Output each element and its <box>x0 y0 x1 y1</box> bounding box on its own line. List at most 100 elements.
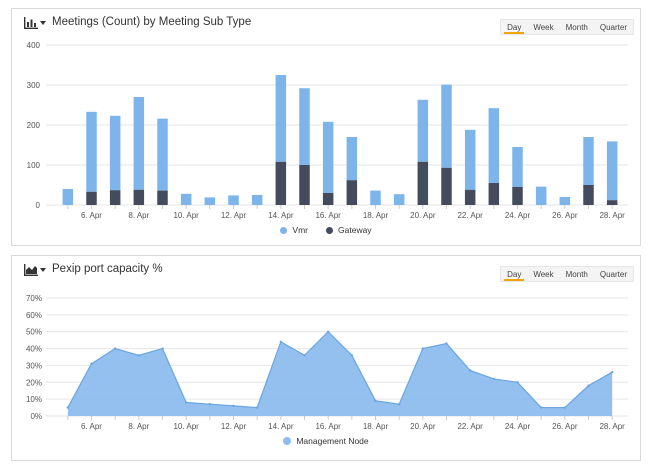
tab-month[interactable]: Month <box>565 23 588 32</box>
y-tick-label: 0% <box>30 412 42 421</box>
bar-gateway[interactable] <box>157 190 168 205</box>
point-management-node[interactable] <box>208 403 212 406</box>
bar-vmr[interactable] <box>86 111 97 192</box>
bar-vmr[interactable] <box>464 129 476 190</box>
x-tick-label: 18. Apr <box>363 422 389 431</box>
bar-vmr[interactable] <box>417 99 429 162</box>
y-tick-label: 300 <box>27 81 41 90</box>
point-management-node[interactable] <box>516 381 519 384</box>
meetings-chart-panel: Meetings (Count) by Meeting Sub Type Day… <box>11 8 641 246</box>
chevron-down-icon[interactable] <box>40 21 46 25</box>
y-tick-label: 0 <box>36 201 41 210</box>
bar-gateway[interactable] <box>133 189 145 205</box>
bar-vmr[interactable] <box>204 197 216 205</box>
legend-label-management-node: Management Node <box>296 436 369 446</box>
point-management-node[interactable] <box>66 406 70 409</box>
legend-item-vmr[interactable]: Vmr <box>280 225 308 235</box>
point-management-node[interactable] <box>397 403 401 406</box>
bar-vmr[interactable] <box>228 195 239 205</box>
tab-quarter[interactable]: Quarter <box>599 270 627 279</box>
bar-vmr[interactable] <box>251 195 263 205</box>
point-management-node[interactable] <box>587 384 590 387</box>
bar-vmr[interactable] <box>370 190 381 205</box>
bar-vmr[interactable] <box>62 189 74 205</box>
point-management-node[interactable] <box>184 401 188 404</box>
bar-gateway[interactable] <box>109 190 121 205</box>
bar-vmr[interactable] <box>180 193 192 205</box>
bar-vmr[interactable] <box>275 75 287 162</box>
bar-vmr[interactable] <box>109 115 121 191</box>
point-management-node[interactable] <box>445 342 448 345</box>
bar-gateway[interactable] <box>275 161 287 205</box>
bar-gateway[interactable] <box>512 187 523 205</box>
point-management-node[interactable] <box>468 369 472 372</box>
point-management-node[interactable] <box>610 370 614 374</box>
bar-gateway[interactable] <box>583 185 594 205</box>
tab-week[interactable]: Week <box>533 23 554 32</box>
point-management-node[interactable] <box>279 340 283 344</box>
tab-day[interactable]: Day <box>501 267 527 281</box>
bar-vmr[interactable] <box>535 186 547 205</box>
bar-vmr[interactable] <box>133 97 145 190</box>
line-management-node <box>67 330 613 409</box>
bar-vmr[interactable] <box>512 147 523 187</box>
bar-gateway[interactable] <box>417 161 429 205</box>
capacity-legend: Management Node <box>12 436 640 446</box>
point-management-node[interactable] <box>255 406 259 409</box>
bar-vmr[interactable] <box>157 118 168 191</box>
x-tick-label: 14. Apr <box>268 211 294 220</box>
legend-item-management-node[interactable]: Management Node <box>283 436 369 446</box>
area-chart-icon[interactable] <box>24 264 38 276</box>
bar-vmr[interactable] <box>488 108 500 183</box>
point-management-node[interactable] <box>350 354 354 357</box>
legend-label-vmr: Vmr <box>292 225 309 235</box>
point-management-node[interactable] <box>492 377 496 381</box>
point-management-node[interactable] <box>113 347 117 350</box>
point-management-node[interactable] <box>326 330 330 333</box>
bar-gateway[interactable] <box>299 165 310 205</box>
point-management-node[interactable] <box>539 406 543 409</box>
point-management-node[interactable] <box>137 354 141 357</box>
legend-item-gateway[interactable]: Gateway <box>326 225 372 235</box>
x-tick-label: 24. Apr <box>505 211 531 220</box>
tab-month[interactable]: Month <box>565 270 588 279</box>
tab-quarter[interactable]: Quarter <box>599 23 627 32</box>
bar-gateway[interactable] <box>322 193 334 205</box>
x-tick-label: 22. Apr <box>457 211 483 220</box>
legend-swatch-management-node <box>283 437 292 445</box>
x-tick-label: 10. Apr <box>173 211 199 220</box>
bar-vmr[interactable] <box>559 197 571 205</box>
legend-swatch-vmr <box>280 226 288 234</box>
bar-vmr[interactable] <box>441 84 452 168</box>
bar-gateway[interactable] <box>441 167 452 205</box>
chevron-down-icon[interactable] <box>40 268 46 272</box>
bar-gateway[interactable] <box>464 189 476 205</box>
point-management-node[interactable] <box>90 362 93 365</box>
point-management-node[interactable] <box>232 404 235 408</box>
point-management-node[interactable] <box>161 347 164 350</box>
bar-vmr[interactable] <box>606 141 618 201</box>
bar-gateway[interactable] <box>86 191 97 205</box>
point-management-node[interactable] <box>563 406 567 409</box>
x-tick-label: 6. Apr <box>81 422 102 431</box>
bar-vmr[interactable] <box>346 137 358 181</box>
y-tick-label: 10% <box>26 395 42 404</box>
bar-vmr[interactable] <box>299 88 310 165</box>
point-management-node[interactable] <box>421 347 425 350</box>
bar-vmr[interactable] <box>583 137 594 185</box>
bar-gateway[interactable] <box>488 183 500 205</box>
bar-vmr[interactable] <box>322 121 334 193</box>
tab-day[interactable]: Day <box>501 20 527 34</box>
range-tabs: Day Week Month Quarter <box>500 266 634 282</box>
bar-chart-icon[interactable] <box>24 17 38 29</box>
x-tick-label: 10. Apr <box>173 422 199 431</box>
x-tick-label: 26. Apr <box>552 422 578 431</box>
point-management-node[interactable] <box>374 399 377 403</box>
area-management-node[interactable] <box>67 331 613 416</box>
bar-vmr[interactable] <box>393 194 405 205</box>
bar-gateway[interactable] <box>346 180 358 205</box>
bar-gateway[interactable] <box>606 200 618 205</box>
tab-week[interactable]: Week <box>533 270 554 279</box>
point-management-node[interactable] <box>303 354 306 357</box>
y-tick-label: 30% <box>26 361 42 370</box>
